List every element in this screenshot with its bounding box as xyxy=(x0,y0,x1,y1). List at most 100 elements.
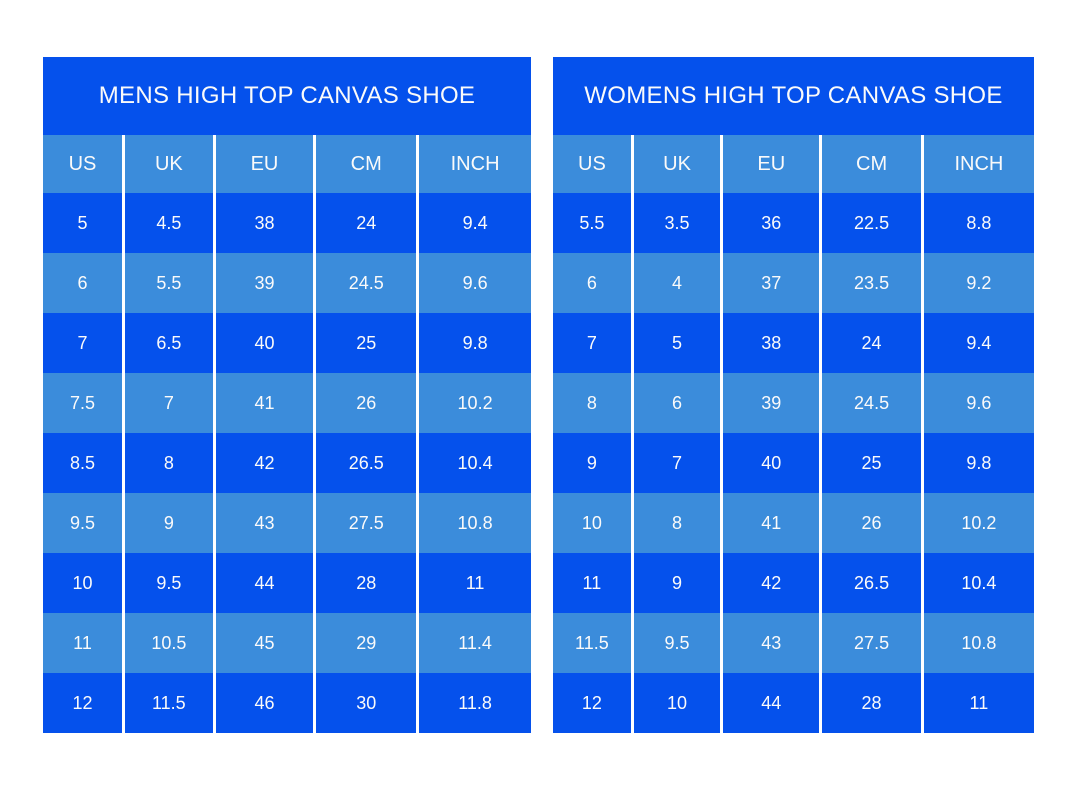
table-cell: 10.8 xyxy=(961,632,997,653)
table-row: 6 5.5 39 24.5 9.6 xyxy=(43,253,531,313)
table-cell: 7 xyxy=(634,433,724,493)
table-cell: 10 xyxy=(553,493,634,553)
table-cell: 37 xyxy=(723,253,823,313)
table-row: 12 10 44 28 11 xyxy=(553,673,1034,733)
womens-table-body: 5.5 3.5 36 22.5 8.8 6 4 37 23.5 9.2 7 5 38 24 9.4 8 6 39 2… xyxy=(553,193,1034,733)
table-row: 7.5 7 41 26 10.2 xyxy=(43,373,531,433)
table-row: 9 7 40 25 9.8 xyxy=(553,433,1034,493)
table-cell: 43 xyxy=(216,493,317,553)
table-cell: 11 xyxy=(465,572,485,593)
column-header-uk: UK xyxy=(125,135,216,193)
mens-chart-title: MENS HIGH TOP CANVAS SHOE xyxy=(43,57,531,135)
column-header-cm: CM xyxy=(822,135,924,193)
table-cell: 41 xyxy=(723,493,823,553)
womens-chart-title: WOMENS HIGH TOP CANVAS SHOE xyxy=(553,57,1034,135)
table-row: 11 9 42 26.5 10.4 xyxy=(553,553,1034,613)
table-cell: 25 xyxy=(316,313,420,373)
table-cell: 6 xyxy=(553,253,634,313)
table-cell: 5.5 xyxy=(125,253,216,313)
column-header-inch: INCH xyxy=(450,152,500,175)
table-cell: 11.5 xyxy=(553,613,634,673)
table-cell: 41 xyxy=(216,373,317,433)
table-cell: 28 xyxy=(822,673,924,733)
mens-size-chart-table: MENS HIGH TOP CANVAS SHOE US UK EU CM INCH 5… xyxy=(43,57,531,733)
table-cell: 8 xyxy=(634,493,724,553)
table-cell: 10.2 xyxy=(961,512,997,533)
table-cell: 46 xyxy=(216,673,317,733)
table-cell: 9.2 xyxy=(966,272,992,293)
table-cell: 9.4 xyxy=(966,332,992,353)
table-row: 12 11.5 46 30 11.8 xyxy=(43,673,531,733)
column-header-inch: INCH xyxy=(954,152,1004,175)
table-cell: 7 xyxy=(43,313,125,373)
table-cell: 5 xyxy=(43,193,125,253)
table-cell: 40 xyxy=(723,433,823,493)
table-cell: 29 xyxy=(316,613,420,673)
table-cell: 11 xyxy=(43,613,125,673)
mens-column-header-row: US UK EU CM INCH xyxy=(43,135,531,193)
table-cell: 9.5 xyxy=(125,553,216,613)
table-cell: 6.5 xyxy=(125,313,216,373)
table-cell: 9.5 xyxy=(43,493,125,553)
table-cell: 9.4 xyxy=(462,212,488,233)
table-cell: 11.8 xyxy=(458,692,492,713)
table-cell: 38 xyxy=(723,313,823,373)
table-cell: 8.5 xyxy=(43,433,125,493)
table-cell: 5 xyxy=(634,313,724,373)
table-cell: 10.5 xyxy=(125,613,216,673)
table-row: 8.5 8 42 26.5 10.4 xyxy=(43,433,531,493)
table-cell: 28 xyxy=(316,553,420,613)
table-cell: 10.4 xyxy=(457,452,493,473)
table-cell: 9.6 xyxy=(462,272,488,293)
table-cell: 9 xyxy=(553,433,634,493)
table-cell: 11.5 xyxy=(125,673,216,733)
column-header-eu: EU xyxy=(723,135,823,193)
column-header-cm: CM xyxy=(316,135,420,193)
table-cell: 45 xyxy=(216,613,317,673)
table-cell: 26.5 xyxy=(822,553,924,613)
table-cell: 6 xyxy=(43,253,125,313)
table-cell: 24 xyxy=(316,193,420,253)
womens-column-header-row: US UK EU CM INCH xyxy=(553,135,1034,193)
table-cell: 8.8 xyxy=(966,212,992,233)
table-row: 10 8 41 26 10.2 xyxy=(553,493,1034,553)
table-cell: 9 xyxy=(125,493,216,553)
table-cell: 5.5 xyxy=(553,193,634,253)
table-row: 11 10.5 45 29 11.4 xyxy=(43,613,531,673)
table-cell: 23.5 xyxy=(822,253,924,313)
table-cell: 22.5 xyxy=(822,193,924,253)
table-cell: 4 xyxy=(634,253,724,313)
table-cell: 9.5 xyxy=(634,613,724,673)
table-cell: 44 xyxy=(723,673,823,733)
table-cell: 26 xyxy=(316,373,420,433)
table-cell: 10.4 xyxy=(961,572,997,593)
table-cell: 8 xyxy=(125,433,216,493)
table-cell: 38 xyxy=(216,193,317,253)
table-cell: 11.4 xyxy=(458,632,492,653)
column-header-us: US xyxy=(553,135,634,193)
table-cell: 6 xyxy=(634,373,724,433)
column-header-uk: UK xyxy=(634,135,724,193)
table-cell: 12 xyxy=(43,673,125,733)
table-row: 6 4 37 23.5 9.2 xyxy=(553,253,1034,313)
table-cell: 24.5 xyxy=(316,253,420,313)
table-cell: 9 xyxy=(634,553,724,613)
table-cell: 12 xyxy=(553,673,634,733)
table-row: 9.5 9 43 27.5 10.8 xyxy=(43,493,531,553)
table-cell: 30 xyxy=(316,673,420,733)
table-cell: 9.8 xyxy=(462,332,488,353)
table-cell: 43 xyxy=(723,613,823,673)
table-cell: 9.8 xyxy=(966,452,992,473)
table-cell: 7 xyxy=(125,373,216,433)
table-row: 7 5 38 24 9.4 xyxy=(553,313,1034,373)
table-row: 10 9.5 44 28 11 xyxy=(43,553,531,613)
table-row: 5.5 3.5 36 22.5 8.8 xyxy=(553,193,1034,253)
table-cell: 9.6 xyxy=(966,392,992,413)
table-cell: 42 xyxy=(216,433,317,493)
table-cell: 25 xyxy=(822,433,924,493)
table-cell: 36 xyxy=(723,193,823,253)
table-cell: 42 xyxy=(723,553,823,613)
table-cell: 27.5 xyxy=(316,493,420,553)
table-row: 7 6.5 40 25 9.8 xyxy=(43,313,531,373)
